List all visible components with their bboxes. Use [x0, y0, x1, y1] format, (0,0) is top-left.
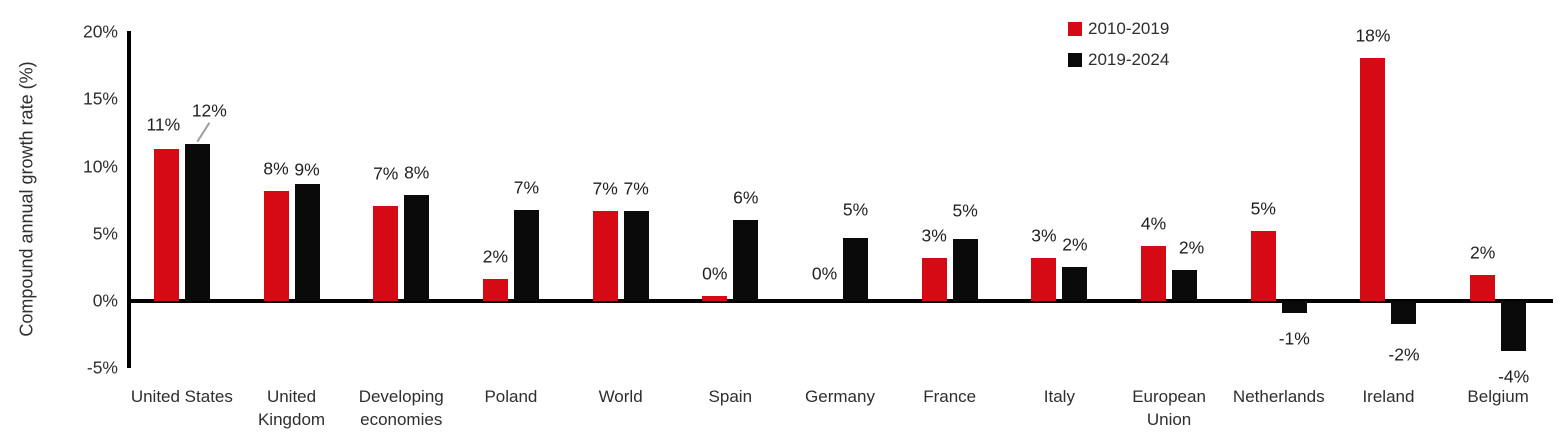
bar-2010-2019-european-union	[1141, 245, 1167, 301]
bar-2010-2019-world	[592, 210, 618, 301]
bar-value-label-2010-2019-belgium: 2%	[1469, 242, 1496, 263]
bar-value-label-2019-2024-european-union: 2%	[1178, 237, 1205, 258]
bar-value-label-2019-2024-spain: 6%	[733, 187, 759, 208]
y-axis-tick-label--5-: -5%	[86, 357, 118, 378]
category-label-germany: Germany	[805, 387, 875, 406]
bar-2019-2024-spain	[733, 220, 759, 301]
bar-2019-2024-ireland	[1391, 301, 1417, 324]
y-axis-tick-label-10-: 10%	[82, 156, 118, 177]
bar-value-label-2010-2019-united-states: 11%	[146, 114, 181, 135]
category-label-united-states: United States	[130, 387, 233, 406]
bar-value-label-2010-2019-spain: 0%	[702, 263, 728, 284]
y-axis-tick-label-0-: 0%	[92, 290, 118, 311]
bar-2010-2019-united-states	[153, 149, 179, 301]
bar-2019-2024-italy	[1062, 267, 1088, 301]
bar-value-label-2019-2024-poland: 7%	[513, 177, 540, 198]
bar-2019-2024-united-kingdom	[294, 184, 320, 301]
bar-value-label-2010-2019-germany: 0%	[811, 263, 838, 284]
y-axis-tick-label-15-: 15%	[82, 88, 118, 109]
bar-2019-2024-france	[952, 239, 978, 301]
bar-value-label-2019-2024-france: 5%	[952, 200, 978, 221]
bar-value-label-2010-2019-world: 7%	[592, 178, 618, 199]
bar-value-label-2010-2019-italy: 3%	[1031, 225, 1057, 246]
category-label-france: France	[923, 387, 977, 406]
category-label-poland: Poland	[484, 387, 538, 406]
bar-2010-2019-italy	[1031, 257, 1057, 301]
x-axis-zero-line	[127, 299, 1553, 303]
bar-2019-2024-world	[623, 210, 649, 301]
bar-2010-2019-netherlands	[1250, 231, 1276, 301]
category-label-european-union: European Union	[1132, 387, 1206, 429]
category-label-world: World	[598, 387, 643, 406]
bar-value-label-2019-2024-italy: 2%	[1062, 234, 1088, 255]
bar-value-label-2019-2024-ireland: -2%	[1388, 344, 1420, 365]
category-label-developing-economies: Developing economies	[358, 387, 444, 429]
bar-value-label-2019-2024-world: 7%	[623, 178, 649, 199]
bar-value-label-2010-2019-netherlands: 5%	[1250, 198, 1276, 219]
legend-swatch-black-icon	[1068, 52, 1082, 67]
bar-2019-2024-germany	[843, 237, 868, 301]
category-label-netherlands: Netherlands	[1232, 387, 1325, 406]
legend-label-2010-2019: 2010-2019	[1088, 18, 1170, 38]
category-label-ireland: Ireland	[1362, 387, 1415, 406]
category-label-united-kingdom: United Kingdom	[257, 387, 326, 429]
legend-item-2010-2019: 2010-2019	[1068, 18, 1170, 38]
bar-2010-2019-united-kingdom	[263, 190, 289, 301]
bar-2010-2019-developing-economies	[373, 205, 399, 301]
bar-value-label-2019-2024-developing-economies: 8%	[404, 162, 430, 183]
bar-value-label-2010-2019-france: 3%	[921, 225, 947, 246]
bar-2019-2024-poland	[513, 209, 539, 301]
category-label-spain: Spain	[708, 387, 753, 406]
bar-2019-2024-netherlands	[1281, 301, 1307, 314]
bar-2010-2019-spain	[702, 295, 728, 301]
bar-2010-2019-ireland	[1360, 57, 1386, 301]
bar-value-label-2019-2024-belgium: -4%	[1498, 366, 1530, 387]
bar-2010-2019-france	[921, 257, 947, 301]
bar-value-label-2010-2019-poland: 2%	[482, 246, 509, 267]
legend-swatch-red-icon	[1068, 21, 1082, 36]
legend-item-2019-2024: 2019-2024	[1068, 49, 1170, 69]
bar-2019-2024-european-union	[1172, 270, 1198, 301]
bar-2019-2024-developing-economies	[404, 194, 430, 301]
category-label-italy: Italy	[1043, 387, 1075, 406]
bar-value-label-2019-2024-united-kingdom: 9%	[294, 159, 320, 180]
legend: 2010-2019 2019-2024	[1068, 18, 1170, 83]
legend-label-2019-2024: 2019-2024	[1088, 49, 1170, 69]
y-axis-tick-label-20-: 20%	[82, 21, 118, 42]
bar-value-label-2019-2024-germany: 5%	[842, 199, 869, 220]
bar-2010-2019-poland	[482, 279, 508, 301]
bar-value-label-2010-2019-developing-economies: 7%	[373, 163, 399, 184]
category-label-belgium: Belgium	[1467, 387, 1529, 406]
bar-2019-2024-belgium	[1501, 301, 1527, 351]
bar-value-label-2019-2024-united-states: 12%	[191, 100, 227, 121]
bar-value-label-2019-2024-netherlands: -1%	[1278, 328, 1310, 349]
y-axis-tick-label-5-: 5%	[92, 223, 118, 244]
y-axis-line	[127, 31, 131, 368]
bar-value-label-2010-2019-united-kingdom: 8%	[263, 158, 289, 179]
bar-2019-2024-united-states	[184, 143, 210, 301]
bar-2010-2019-belgium	[1470, 275, 1496, 301]
bar-value-label-2010-2019-ireland: 18%	[1355, 25, 1391, 46]
bar-value-label-2010-2019-european-union: 4%	[1140, 213, 1167, 234]
label-leader-line	[196, 122, 211, 143]
